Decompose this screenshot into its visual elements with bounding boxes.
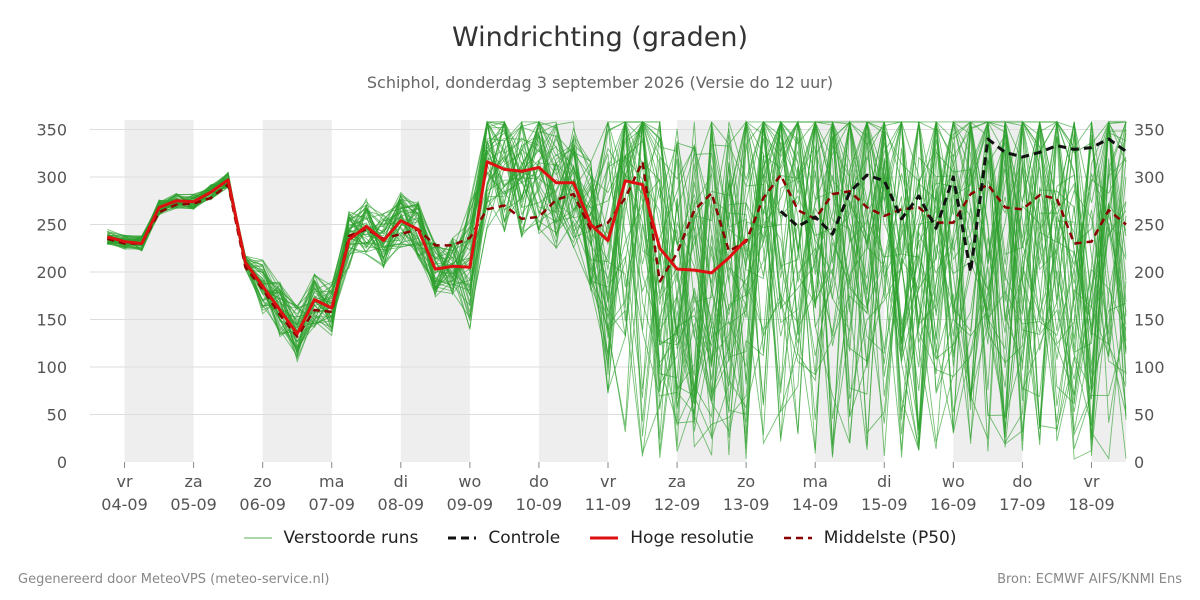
x-tick-date-14: 18-09 [1068, 495, 1115, 514]
x-tick-day-6: do [529, 472, 549, 491]
series-hires-line [106, 160, 748, 336]
x-tick-day-7: vr [600, 472, 616, 491]
x-tick-date-4: 08-09 [378, 495, 425, 514]
x-tick-day-0: vr [117, 472, 133, 491]
x-tick-day-2: zo [254, 472, 272, 491]
x-tick-date-13: 17-09 [999, 495, 1046, 514]
day-band-0 [124, 120, 194, 462]
y-tick-left-250: 250 [36, 216, 67, 235]
series-lines [106, 137, 1127, 338]
y-tick-left-0: 0 [57, 453, 67, 472]
x-tick-date-0: 04-09 [101, 495, 148, 514]
ensemble-member-48 [107, 121, 1127, 449]
legend-label-control: Controle [488, 528, 561, 548]
legend-swatch-median [783, 536, 812, 540]
y-tick-left-100: 100 [36, 358, 67, 377]
legend-item-ensemble: Verstoorde runs [243, 528, 419, 548]
x-tick-day-5: wo [458, 472, 481, 491]
x-tick-date-11: 15-09 [861, 495, 908, 514]
x-tick-date-9: 13-09 [723, 495, 770, 514]
y-tick-right-50: 50 [1134, 406, 1154, 425]
y-tick-left-300: 300 [36, 168, 67, 187]
x-tick-day-4: di [393, 472, 408, 491]
y-tick-right-150: 150 [1134, 311, 1165, 330]
ensemble-member-40 [107, 120, 1126, 445]
axes: 0 0 50 50 100 100 150 150 200 200 250 250 300 300 350 3… [36, 121, 1164, 515]
footer-generated-by: Gegenereerd door MeteoVPS (meteo-service… [18, 572, 330, 587]
grid-lines [90, 129, 1126, 415]
x-tick-date-6: 10-09 [516, 495, 563, 514]
series-control-line [779, 137, 1127, 274]
ensemble-member-44 [107, 121, 1127, 454]
x-tick-date-10: 14-09 [792, 495, 839, 514]
y-tick-right-300: 300 [1134, 168, 1165, 187]
legend-label-median: Middelste (P50) [823, 528, 957, 548]
ensemble-member-33 [107, 120, 1127, 407]
ensemble-member-18 [107, 120, 1127, 456]
ensemble-member-47 [107, 121, 1127, 459]
y-tick-right-250: 250 [1134, 216, 1165, 235]
y-tick-right-100: 100 [1134, 358, 1165, 377]
x-tick-day-1: za [184, 472, 202, 491]
x-tick-day-10: ma [803, 472, 828, 491]
legend-item-hires: Hoge resolutie [590, 528, 754, 548]
chart-subtitle: Schiphol, donderdag 3 september 2026 (Ve… [366, 73, 834, 92]
ensemble-member-45 [107, 120, 1127, 460]
x-tick-day-11: di [877, 472, 892, 491]
footer-source: Bron: ECMWF AIFS/KNMI Ens [997, 572, 1182, 587]
x-tick-date-5: 09-09 [447, 495, 494, 514]
x-tick-date-12: 16-09 [930, 495, 977, 514]
y-tick-right-350: 350 [1134, 121, 1165, 140]
y-tick-right-200: 200 [1134, 263, 1165, 282]
x-tick-date-3: 07-09 [308, 495, 355, 514]
ensemble-member-39 [107, 121, 1127, 427]
x-tick-date-1: 05-09 [170, 495, 217, 514]
legend-swatch-hires [590, 536, 619, 540]
x-tick-date-2: 06-09 [239, 495, 286, 514]
x-tick-day-8: za [668, 472, 686, 491]
legend-swatch-ensemble [243, 537, 272, 539]
ensemble-member-50 [107, 121, 1127, 438]
x-tick-date-7: 11-09 [585, 495, 632, 514]
y-tick-left-200: 200 [36, 263, 67, 282]
legend: Verstoorde runs Controle Hoge resolutie … [0, 528, 1200, 548]
y-tick-left-150: 150 [36, 311, 67, 330]
legend-label-ensemble: Verstoorde runs [283, 528, 419, 548]
ensemble-member-49 [107, 120, 1127, 458]
legend-swatch-control [448, 536, 477, 540]
x-tick-day-13: do [1012, 472, 1032, 491]
y-tick-left-50: 50 [47, 406, 67, 425]
y-tick-left-350: 350 [36, 121, 67, 140]
x-tick-day-12: wo [942, 472, 965, 491]
x-tick-day-9: zo [737, 472, 755, 491]
x-tick-date-8: 12-09 [654, 495, 701, 514]
x-tick-day-3: ma [319, 472, 344, 491]
x-tick-day-14: vr [1083, 472, 1099, 491]
legend-label-hires: Hoge resolutie [630, 528, 754, 548]
legend-item-control: Controle [448, 528, 560, 548]
chart-title: Windrichting (graden) [451, 22, 749, 53]
legend-item-median: Middelste (P50) [783, 528, 957, 548]
y-tick-right-0: 0 [1134, 453, 1144, 472]
